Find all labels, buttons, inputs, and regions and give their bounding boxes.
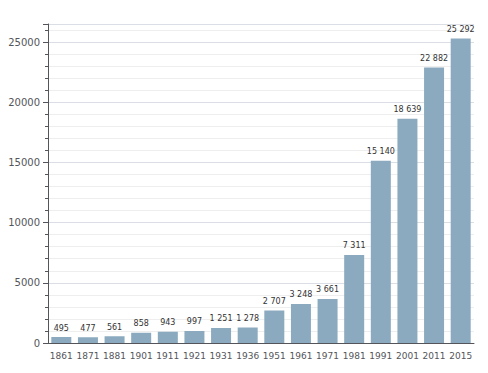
svg-text:1861: 1861 bbox=[50, 351, 73, 361]
svg-text:25000: 25000 bbox=[8, 37, 40, 48]
svg-text:18 639: 18 639 bbox=[393, 105, 421, 114]
svg-text:1 278: 1 278 bbox=[236, 314, 259, 323]
svg-text:15000: 15000 bbox=[8, 157, 40, 168]
svg-text:25 292: 25 292 bbox=[447, 25, 475, 34]
svg-text:1961: 1961 bbox=[289, 351, 312, 361]
svg-text:1 251: 1 251 bbox=[210, 314, 233, 323]
svg-text:1911: 1911 bbox=[156, 351, 179, 361]
svg-text:2001: 2001 bbox=[396, 351, 419, 361]
svg-text:0: 0 bbox=[34, 338, 40, 349]
svg-text:1901: 1901 bbox=[130, 351, 153, 361]
svg-text:1921: 1921 bbox=[183, 351, 206, 361]
svg-text:2011: 2011 bbox=[423, 351, 446, 361]
svg-text:10000: 10000 bbox=[8, 217, 40, 228]
svg-text:997: 997 bbox=[187, 317, 202, 326]
svg-text:1936: 1936 bbox=[236, 351, 259, 361]
svg-text:2 707: 2 707 bbox=[263, 297, 286, 306]
svg-text:943: 943 bbox=[160, 318, 175, 327]
svg-text:2015: 2015 bbox=[449, 351, 472, 361]
svg-text:22 882: 22 882 bbox=[420, 54, 448, 63]
svg-text:15 140: 15 140 bbox=[367, 147, 395, 156]
svg-text:20000: 20000 bbox=[8, 97, 40, 108]
svg-text:1951: 1951 bbox=[263, 351, 286, 361]
svg-text:7 311: 7 311 bbox=[343, 241, 366, 250]
svg-text:477: 477 bbox=[80, 324, 95, 333]
svg-text:1931: 1931 bbox=[210, 351, 233, 361]
svg-text:1971: 1971 bbox=[316, 351, 339, 361]
svg-text:1881: 1881 bbox=[103, 351, 126, 361]
svg-text:561: 561 bbox=[107, 323, 122, 332]
svg-text:858: 858 bbox=[134, 319, 149, 328]
svg-text:1991: 1991 bbox=[369, 351, 392, 361]
svg-text:1871: 1871 bbox=[76, 351, 99, 361]
svg-text:3 661: 3 661 bbox=[316, 285, 339, 294]
svg-text:495: 495 bbox=[54, 324, 69, 333]
svg-text:3 248: 3 248 bbox=[289, 290, 312, 299]
svg-text:1981: 1981 bbox=[343, 351, 366, 361]
svg-text:5000: 5000 bbox=[15, 277, 40, 288]
